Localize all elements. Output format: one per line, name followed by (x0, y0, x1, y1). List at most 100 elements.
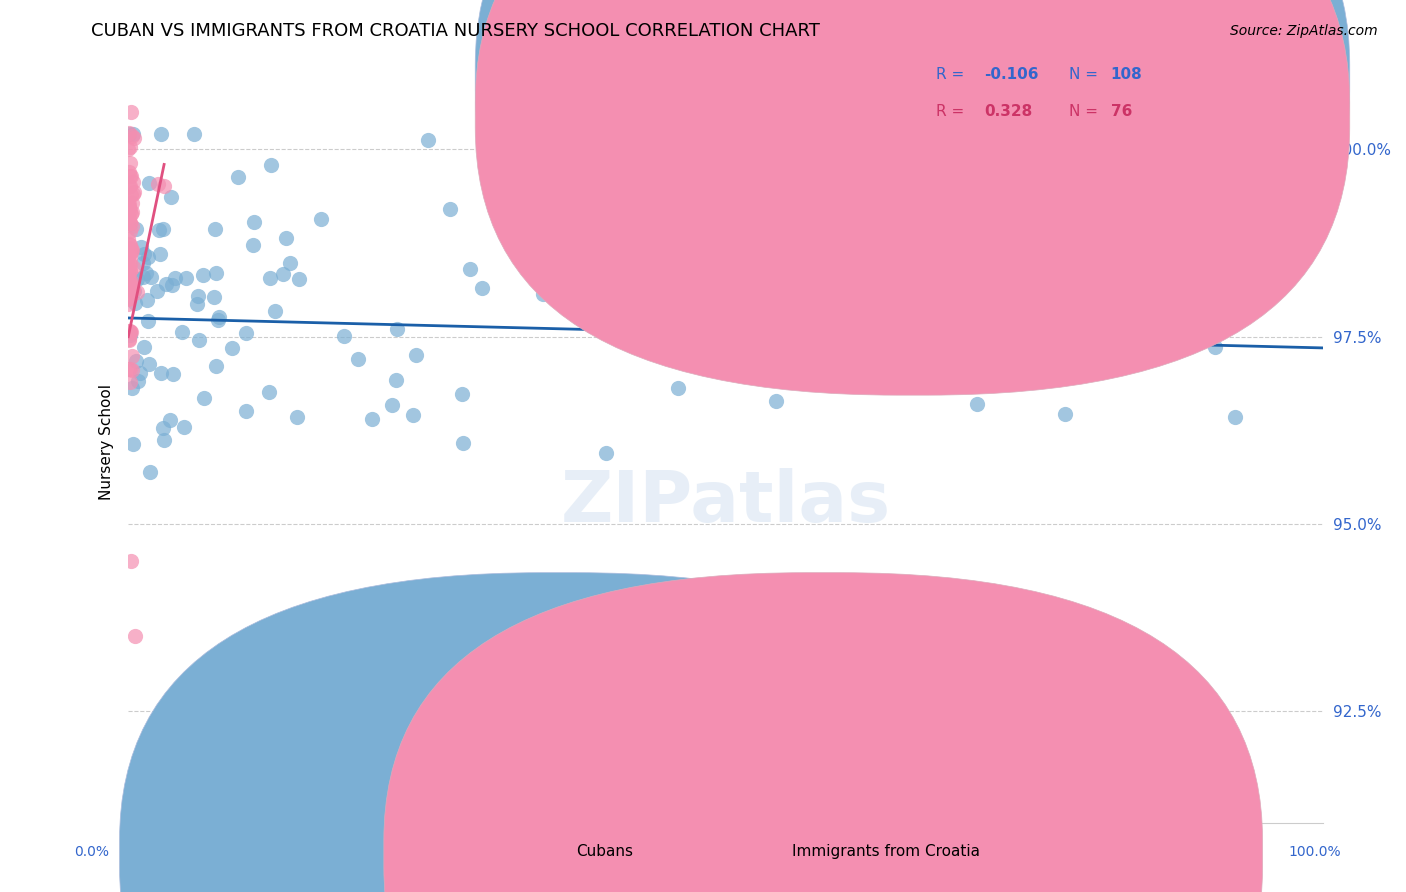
Point (121, 243, 143, 257)
Point (160, 278, 183, 293)
Point (439, 202, 461, 216)
Point (1084, 327, 1107, 342)
Point (124, 353, 146, 368)
Text: ZIPatlas: ZIPatlas (561, 468, 891, 537)
Point (120, 169, 142, 183)
Point (235, 326, 257, 340)
Point (121, 283, 143, 297)
Point (122, 175, 145, 189)
Point (172, 325, 194, 339)
Point (416, 133, 439, 147)
Point (136, 293, 159, 307)
Point (828, 128, 851, 142)
Point (657, 270, 679, 285)
Point (193, 391, 215, 405)
Point (173, 420, 195, 434)
Point (260, 158, 283, 172)
Point (460, 261, 482, 276)
Point (118, 216, 141, 230)
Point (120, 245, 142, 260)
Point (118, 280, 141, 294)
Point (285, 409, 308, 424)
Point (118, 165, 141, 179)
Point (405, 348, 427, 362)
Point (117, 332, 139, 346)
Point (121, 279, 143, 293)
Point (228, 170, 250, 185)
Point (129, 240, 152, 254)
Point (135, 266, 157, 280)
Point (451, 387, 474, 401)
Point (138, 466, 160, 480)
Point (893, 191, 915, 205)
Point (159, 190, 181, 204)
Point (765, 393, 787, 408)
Text: 0.0%: 0.0% (75, 845, 108, 859)
Point (118, 264, 141, 278)
Point (118, 277, 141, 292)
Text: Cubans: Cubans (576, 845, 633, 859)
Point (276, 230, 298, 244)
Point (183, 128, 205, 142)
Point (243, 215, 266, 229)
Point (531, 287, 554, 301)
Point (120, 179, 142, 194)
Point (118, 324, 141, 338)
Point (666, 381, 689, 395)
Point (186, 297, 208, 311)
Point (121, 128, 143, 142)
Point (1181, 245, 1204, 260)
Point (966, 397, 988, 411)
Point (271, 267, 294, 281)
Y-axis label: Nursery School: Nursery School (100, 384, 114, 500)
Point (278, 256, 301, 270)
Point (259, 385, 281, 400)
Point (117, 361, 139, 376)
Point (118, 200, 141, 214)
Text: Source: ZipAtlas.com: Source: ZipAtlas.com (1230, 24, 1378, 38)
Point (146, 178, 169, 192)
Point (120, 155, 142, 169)
Point (118, 275, 141, 289)
Point (131, 256, 153, 270)
Point (242, 238, 264, 252)
Point (122, 284, 145, 298)
Point (118, 257, 141, 271)
Point (204, 266, 226, 280)
Point (807, 287, 830, 301)
Point (118, 128, 141, 142)
Point (361, 412, 384, 426)
Point (117, 232, 139, 246)
Point (149, 246, 172, 260)
Point (952, 286, 974, 301)
Point (118, 179, 141, 194)
Point (117, 333, 139, 347)
Point (121, 349, 143, 363)
Point (165, 270, 187, 285)
Text: 108: 108 (1111, 67, 1143, 81)
Text: R =: R = (936, 104, 970, 119)
Point (1053, 408, 1076, 422)
Point (1204, 340, 1226, 354)
Point (150, 128, 173, 142)
Point (138, 176, 160, 190)
Point (122, 185, 145, 199)
Point (136, 251, 159, 265)
Point (309, 212, 332, 227)
Point (380, 398, 402, 412)
Point (118, 281, 141, 295)
Point (127, 272, 149, 286)
Point (118, 197, 141, 211)
Point (120, 241, 142, 255)
Point (148, 223, 170, 237)
Point (121, 219, 143, 234)
Point (1223, 409, 1246, 424)
Point (387, 322, 409, 336)
Point (121, 437, 143, 451)
Point (118, 238, 141, 252)
Point (117, 197, 139, 211)
Point (159, 412, 181, 426)
Point (124, 629, 146, 643)
Point (672, 239, 695, 253)
Point (471, 280, 494, 294)
